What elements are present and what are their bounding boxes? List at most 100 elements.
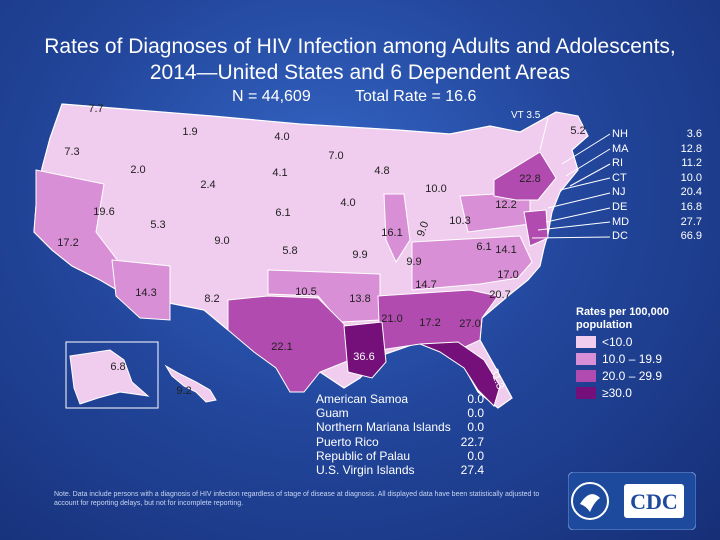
dependent-area-row: Republic of Palau 0.0 bbox=[316, 449, 484, 463]
vt-state: VT bbox=[511, 110, 524, 121]
state-rate-nc: 17.0 bbox=[497, 269, 518, 281]
cdc-logo-text: CDC bbox=[630, 489, 678, 514]
callout-state: MD bbox=[612, 215, 630, 228]
dependent-areas: American Samoa 0.0 Guam 0.0 Northern Mariana… bbox=[316, 392, 484, 477]
region-tx bbox=[227, 295, 351, 393]
state-rate-co: 9.0 bbox=[214, 235, 229, 247]
state-rate-ms: 21.0 bbox=[381, 313, 402, 325]
callout-rate: 16.8 bbox=[680, 200, 702, 213]
callout-row-dc: DC 66.9 bbox=[612, 229, 702, 244]
state-rate-ok: 10.5 bbox=[295, 286, 316, 298]
callout-rate: 10.0 bbox=[680, 171, 702, 184]
region-az bbox=[111, 259, 171, 321]
legend-title-1: Rates per 100,000 bbox=[576, 306, 669, 318]
callout-rate: 12.8 bbox=[680, 142, 702, 155]
dependent-area-name: Puerto Rico bbox=[316, 434, 379, 449]
callout-row-nh: NH 3.6 bbox=[612, 127, 702, 142]
state-rate-ny: 22.8 bbox=[519, 173, 540, 185]
vt-rate: 3.5 bbox=[526, 110, 541, 121]
state-rate-mi: 10.0 bbox=[425, 183, 446, 195]
callout-lines bbox=[531, 117, 611, 239]
callout-rate: 27.7 bbox=[680, 215, 702, 228]
state-rate-wv: 6.1 bbox=[476, 241, 491, 253]
callout-row-de: DE 16.8 bbox=[612, 200, 702, 215]
state-rate-ak: 6.8 bbox=[110, 361, 125, 373]
alaska-inset-box bbox=[65, 341, 159, 409]
callout-state: NH bbox=[612, 128, 628, 140]
state-rate-tn: 14.7 bbox=[415, 279, 436, 291]
state-rate-ar: 13.8 bbox=[349, 293, 370, 305]
callout-state: DC bbox=[612, 230, 628, 243]
vt-label: VT 3.5 bbox=[511, 110, 540, 121]
callout-state: DE bbox=[612, 200, 628, 213]
state-rate-mn: 7.0 bbox=[328, 150, 343, 162]
dependent-area-rate: 0.0 bbox=[467, 448, 484, 463]
state-rate-ut: 5.3 bbox=[150, 219, 165, 231]
total-rate-label: Total Rate = 16.6 bbox=[355, 88, 477, 105]
state-rate-nm: 8.2 bbox=[204, 293, 219, 305]
region-fl bbox=[419, 341, 501, 407]
state-rate-hi: 9.2 bbox=[176, 385, 191, 397]
state-rate-oh: 10.3 bbox=[449, 215, 470, 227]
hawaii-shape bbox=[164, 364, 217, 403]
state-rate-ne: 6.1 bbox=[275, 207, 290, 219]
alaska-shape bbox=[69, 349, 150, 405]
state-rate-ca: 17.2 bbox=[57, 237, 78, 249]
legend-swatch bbox=[576, 353, 596, 365]
region-il bbox=[383, 193, 411, 264]
state-rate-il: 16.1 bbox=[381, 227, 402, 239]
callout-state: MA bbox=[612, 142, 629, 155]
callout-rate: 20.4 bbox=[680, 186, 702, 199]
region-west-coast bbox=[33, 169, 129, 295]
legend-item: <10.0 bbox=[576, 335, 669, 349]
region-la bbox=[343, 321, 387, 379]
region-ny bbox=[493, 151, 557, 201]
state-rate-la: 36.6 bbox=[353, 351, 374, 363]
callout-rate: 66.9 bbox=[680, 230, 702, 243]
northeast-callouts: NH 3.6 MA 12.8 RI 11.2 CT 10.0 NJ 20.4 DE 16.8 MD 27.… bbox=[612, 127, 702, 244]
footnote: Note. Data include persons with a diagno… bbox=[54, 491, 540, 507]
callout-state: CT bbox=[612, 171, 627, 184]
legend-item: 20.0 – 29.9 bbox=[576, 369, 669, 383]
legend-item: 10.0 – 19.9 bbox=[576, 352, 669, 366]
title-line-1: Rates of Diagnoses of HIV Infection amon… bbox=[44, 35, 676, 58]
dependent-area-name: U.S. Virgin Islands bbox=[316, 463, 415, 478]
legend-item: ≥30.0 bbox=[576, 386, 669, 400]
state-rate-va: 14.1 bbox=[495, 244, 516, 256]
dependent-area-rate: 0.0 bbox=[467, 392, 484, 406]
callout-row-nj: NJ 20.4 bbox=[612, 185, 702, 200]
legend: Rates per 100,000 population <10.0 10.0 –… bbox=[576, 306, 669, 400]
state-rate-id: 2.0 bbox=[130, 164, 145, 176]
state-rate-ks: 5.8 bbox=[282, 245, 297, 257]
cdc-logo: CDC bbox=[568, 472, 696, 530]
state-rate-nd: 4.0 bbox=[274, 131, 289, 143]
state-rate-ga: 27.0 bbox=[459, 318, 480, 330]
legend-title-2: population bbox=[576, 319, 633, 331]
dependent-area-row: Northern Mariana Islands 0.0 bbox=[316, 420, 484, 434]
state-rate-wi: 4.8 bbox=[374, 165, 389, 177]
callout-rate: 3.6 bbox=[686, 128, 702, 140]
state-rate-in: 9.0 bbox=[415, 220, 432, 238]
state-rate-sc: 20.7 bbox=[489, 289, 510, 301]
state-rate-ky: 9.9 bbox=[406, 256, 421, 268]
legend-label: <10.0 bbox=[602, 335, 633, 349]
callout-row-ma: MA 12.8 bbox=[612, 142, 702, 157]
dependent-area-name: Guam bbox=[316, 406, 349, 421]
state-rate-nv: 19.6 bbox=[93, 206, 114, 218]
hhs-eagle-icon bbox=[571, 482, 609, 520]
dependent-area-rate: 0.0 bbox=[467, 420, 484, 435]
state-rate-me: 5.2 bbox=[570, 125, 585, 137]
state-rate-mo: 9.9 bbox=[352, 249, 367, 261]
state-rate-ia: 4.0 bbox=[340, 197, 355, 209]
dependent-area-name: American Samoa bbox=[316, 392, 409, 406]
dependent-area-name: Northern Mariana Islands bbox=[316, 420, 451, 435]
legend-label: 20.0 – 29.9 bbox=[602, 369, 663, 383]
region-southeast bbox=[377, 289, 499, 353]
state-rate-wa: 7.7 bbox=[88, 103, 103, 115]
callout-row-ct: CT 10.0 bbox=[612, 171, 702, 186]
dependent-area-rate: 22.7 bbox=[460, 434, 484, 449]
state-rate-tx: 22.1 bbox=[271, 341, 292, 353]
callout-rate: 11.2 bbox=[681, 157, 702, 170]
